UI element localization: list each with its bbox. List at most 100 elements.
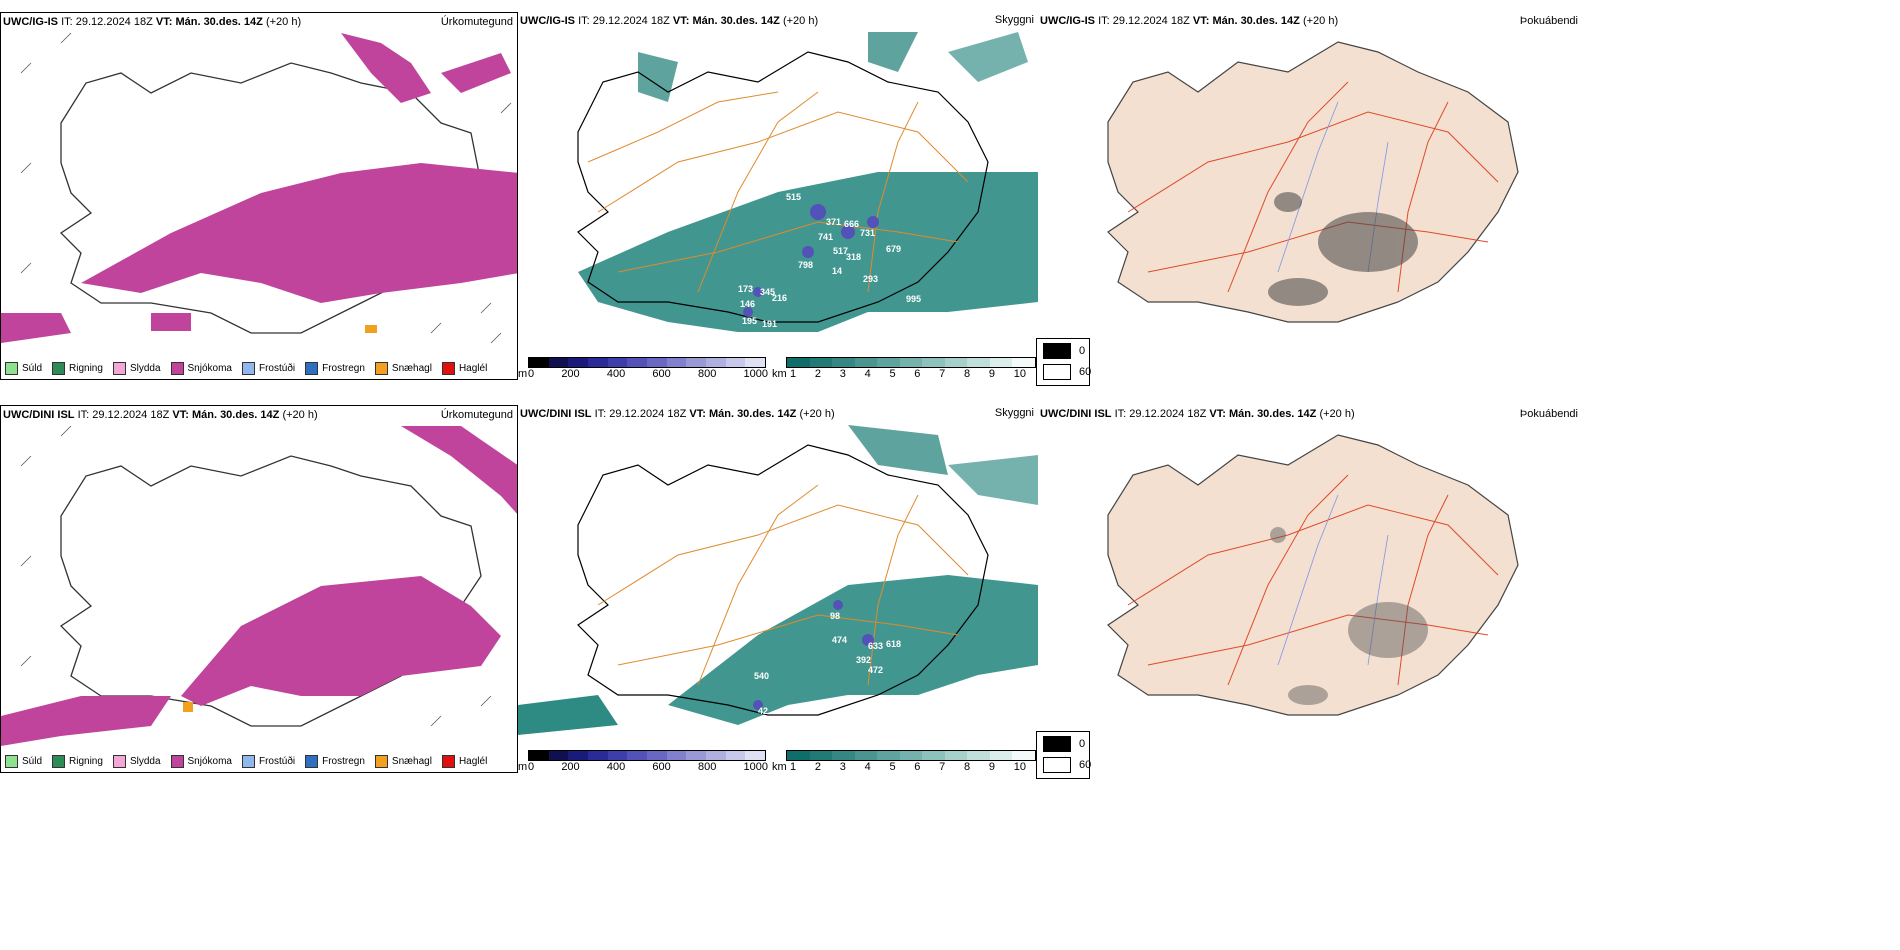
visibility-map-graphic: 515 371 666 741 731 517 318 679 798 14 2…	[577, 32, 1038, 332]
lead-time: (+20 h)	[265, 16, 302, 28]
tick: 600	[652, 368, 671, 380]
precip-map-graphic	[1, 32, 517, 344]
elevation-labels: 98 474 633 618 392 472 540 42	[754, 611, 901, 716]
tick: 3	[839, 368, 846, 380]
precip-map-graphic	[1, 425, 517, 746]
legend-swatch	[241, 362, 255, 375]
elev-label: 731	[860, 228, 875, 238]
valid-value: Mán. 30.des. 14Z	[191, 409, 280, 421]
snow-area-1	[181, 576, 501, 706]
precip-type-map-dini: UWC/DINI ISL IT: 29.12.2024 18Z VT: Mán.…	[0, 405, 518, 773]
vis-streak-1	[638, 52, 678, 102]
init-label: IT:	[1098, 15, 1110, 27]
legend-swatch	[374, 755, 388, 768]
vis-low-band	[668, 575, 1038, 725]
valid-value: Mán. 30.des. 14Z	[708, 408, 797, 420]
valid-label: VT:	[1192, 15, 1210, 27]
tick: 600	[652, 761, 671, 773]
tick: 9	[988, 368, 995, 380]
legend-item: Snjókoma	[170, 755, 232, 768]
elev-label: 371	[826, 217, 841, 227]
vis-streak-3	[948, 32, 1028, 82]
legend-item: Snæhagl	[374, 755, 432, 768]
elev-label: 392	[856, 655, 871, 665]
legend-swatch	[5, 755, 18, 768]
tick: 8	[964, 761, 971, 773]
fog-key-swatch	[1043, 364, 1071, 380]
elev-label: 173	[738, 284, 753, 294]
tick: 3	[839, 761, 846, 773]
elevation-labels: 515 371 666 741 731 517 318 679 798 14 2…	[738, 192, 921, 329]
height-ticks: 0 200 400 600 800 1000	[528, 368, 768, 380]
height-unit: m	[518, 761, 528, 773]
legend-item: Rigning	[52, 755, 103, 768]
snow-area-3	[1, 696, 171, 746]
snow-area-3	[1, 313, 71, 343]
ice-pellet-patch	[365, 325, 377, 333]
legend-label: Snjókoma	[187, 756, 232, 767]
precip-legend: Súld Rigning Slydda Snjókoma Frostúði Fr…	[5, 755, 487, 768]
panel-title: Skyggni	[994, 407, 1034, 419]
fog-index-map-dini: UWC/DINI ISL IT: 29.12.2024 18Z VT: Mán.…	[1038, 405, 1578, 773]
tick: 7	[939, 761, 946, 773]
tick: 9	[988, 761, 995, 773]
river-network	[1277, 494, 1389, 666]
model-label: UWC/IG-IS	[3, 16, 58, 28]
legend-label: Haglél	[458, 363, 488, 374]
init-value: 29.12.2024 18Z	[592, 15, 670, 27]
legend-label: Slydda	[129, 756, 161, 767]
tick: 10	[1013, 761, 1026, 773]
tick: 10	[1013, 368, 1026, 380]
visibility-unit: km	[772, 761, 787, 773]
init-label: IT:	[578, 15, 590, 27]
legend-swatch	[52, 362, 66, 375]
legend-label: Súld	[22, 363, 43, 374]
panel-header: UWC/IG-IS IT: 29.12.2024 18Z VT: Mán. 30…	[1040, 15, 1338, 27]
legend-item: Rigning	[52, 362, 103, 375]
lead-time: (+20 h)	[1302, 15, 1339, 27]
valid-label: VT:	[155, 16, 173, 28]
legend-label: Frostregn	[322, 756, 365, 767]
legend-item: Súld	[5, 755, 42, 768]
tick: 8	[964, 368, 971, 380]
legend-item: Frostúði	[241, 362, 295, 375]
tick: 1	[790, 761, 797, 773]
init-value: 29.12.2024 18Z	[75, 16, 153, 28]
fog-shading	[1268, 192, 1418, 306]
tick: 400	[606, 368, 626, 380]
fog-map-graphic	[1107, 434, 1519, 716]
elev-label: 995	[906, 294, 921, 304]
elev-label: 345	[760, 287, 775, 297]
legend-swatch	[441, 755, 455, 768]
panel-header: UWC/DINI ISL IT: 29.12.2024 18Z VT: Mán.…	[520, 408, 835, 420]
fog-map-graphic	[1107, 41, 1519, 323]
legend-item: Frostregn	[305, 755, 365, 768]
elev-label: 14	[832, 266, 842, 276]
valid-label: VT:	[1209, 408, 1226, 420]
valid-value: Mán. 30.des. 14Z	[1212, 15, 1300, 27]
tick: 7	[939, 368, 946, 380]
valid-label: VT:	[672, 15, 690, 27]
init-label: IT:	[1114, 408, 1127, 420]
fog-key-row: 0	[1043, 343, 1085, 359]
init-value: 29.12.2024 18Z	[1129, 408, 1207, 420]
elev-label: 146	[740, 299, 755, 309]
legend-item: Slydda	[112, 755, 161, 768]
elev-label: 293	[863, 274, 878, 284]
iceland-coastline	[577, 444, 989, 716]
tick: 5	[889, 761, 896, 773]
high-terrain	[753, 600, 874, 710]
legend-item: Frostregn	[305, 362, 365, 375]
elev-label: 618	[886, 639, 901, 649]
legend-item: Súld	[5, 362, 42, 375]
init-value: 29.12.2024 18Z	[92, 409, 170, 421]
valid-value: Mán. 30.des. 14Z	[1228, 408, 1317, 420]
lead-time: (+20 h)	[282, 409, 318, 421]
legend-label: Snjókoma	[187, 363, 232, 374]
fog-key-label: 0	[1079, 345, 1086, 357]
elev-label: 318	[846, 252, 861, 262]
fog-key-label: 60	[1079, 759, 1092, 771]
height-colorbar	[528, 750, 766, 761]
elev-label: 633	[868, 641, 883, 651]
legend-item: Haglél	[441, 362, 488, 375]
